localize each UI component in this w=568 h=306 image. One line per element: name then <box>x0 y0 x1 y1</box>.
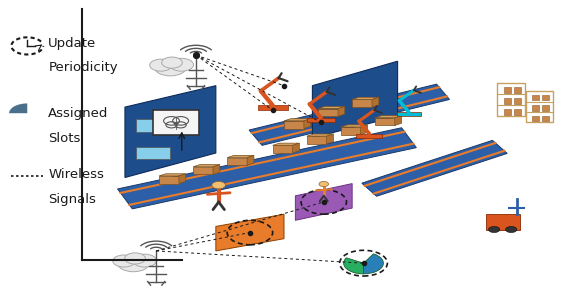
Bar <box>513 109 521 115</box>
Polygon shape <box>193 165 220 167</box>
Polygon shape <box>304 119 311 129</box>
Polygon shape <box>125 86 216 177</box>
Circle shape <box>133 254 157 267</box>
Polygon shape <box>273 143 299 145</box>
Polygon shape <box>295 184 352 220</box>
Bar <box>513 87 521 93</box>
Polygon shape <box>159 176 179 184</box>
Polygon shape <box>341 125 367 127</box>
FancyBboxPatch shape <box>153 110 199 135</box>
Polygon shape <box>213 165 220 174</box>
Bar <box>542 116 549 121</box>
Polygon shape <box>361 125 367 135</box>
Polygon shape <box>247 155 254 165</box>
Circle shape <box>150 59 172 71</box>
Text: Wireless: Wireless <box>48 168 104 181</box>
Wedge shape <box>344 258 364 274</box>
Polygon shape <box>307 136 327 144</box>
Circle shape <box>488 226 500 233</box>
Polygon shape <box>284 119 311 121</box>
Polygon shape <box>307 134 333 136</box>
Polygon shape <box>372 97 379 107</box>
Polygon shape <box>395 116 402 125</box>
Polygon shape <box>293 143 299 153</box>
Circle shape <box>162 57 182 68</box>
Wedge shape <box>364 254 383 274</box>
Polygon shape <box>375 118 395 125</box>
Wedge shape <box>9 103 27 113</box>
Bar <box>397 112 421 116</box>
Polygon shape <box>362 140 507 196</box>
Circle shape <box>212 181 225 189</box>
Polygon shape <box>249 84 449 145</box>
Polygon shape <box>284 121 304 129</box>
Circle shape <box>118 255 149 272</box>
Bar <box>504 109 511 115</box>
Bar <box>357 133 382 138</box>
Polygon shape <box>273 145 293 153</box>
Polygon shape <box>352 99 372 107</box>
Bar <box>504 87 511 93</box>
Polygon shape <box>318 109 338 116</box>
Bar <box>497 83 525 116</box>
Polygon shape <box>179 174 186 184</box>
Bar <box>532 95 539 100</box>
Bar <box>542 95 549 100</box>
Bar <box>504 98 511 104</box>
Polygon shape <box>216 214 284 251</box>
Circle shape <box>319 181 328 187</box>
Polygon shape <box>193 167 213 174</box>
Bar <box>136 147 170 159</box>
Polygon shape <box>338 106 345 116</box>
Text: Slots: Slots <box>48 132 81 144</box>
Polygon shape <box>375 116 402 118</box>
Text: Update: Update <box>48 37 97 50</box>
Polygon shape <box>341 127 361 135</box>
Bar <box>532 105 539 110</box>
Bar <box>486 214 520 230</box>
Polygon shape <box>352 97 379 99</box>
Bar <box>307 118 335 122</box>
Circle shape <box>113 255 135 267</box>
Circle shape <box>125 253 145 264</box>
Text: Signals: Signals <box>48 193 96 206</box>
Polygon shape <box>227 158 247 165</box>
Text: Assigned: Assigned <box>48 107 108 120</box>
Bar <box>532 116 539 121</box>
Bar <box>136 119 170 132</box>
Polygon shape <box>318 106 345 109</box>
Bar <box>513 98 521 104</box>
Bar <box>527 91 553 122</box>
Polygon shape <box>159 174 186 176</box>
Polygon shape <box>312 61 398 138</box>
Polygon shape <box>118 128 416 209</box>
Polygon shape <box>227 155 254 158</box>
Bar <box>542 105 549 110</box>
Circle shape <box>154 59 186 76</box>
Circle shape <box>506 226 517 233</box>
Polygon shape <box>327 134 333 144</box>
Bar <box>258 105 287 110</box>
Text: Periodicity: Periodicity <box>48 61 118 74</box>
Circle shape <box>170 58 194 71</box>
